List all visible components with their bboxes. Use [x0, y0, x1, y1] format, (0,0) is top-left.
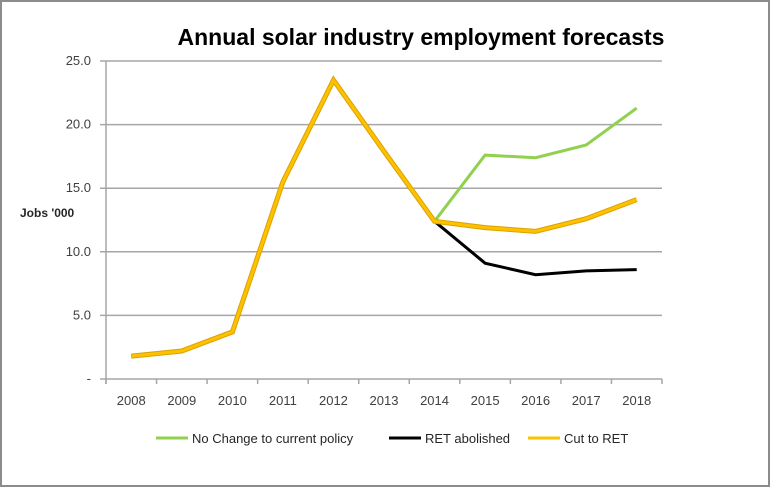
legend-item: RET abolished	[389, 431, 510, 446]
x-tick-label: 2017	[572, 393, 601, 408]
x-tick-label: 2013	[370, 393, 399, 408]
legend-item: Cut to RET	[528, 431, 628, 446]
y-tick-label: 5.0	[73, 307, 91, 322]
y-tick-label: 10.0	[66, 244, 91, 259]
series-lines	[131, 75, 638, 359]
legend: No Change to current policy RET abolished…	[156, 431, 628, 446]
series-cut-to-ret	[131, 75, 638, 359]
x-tick-label: 2014	[420, 393, 449, 408]
legend-label: No Change to current policy	[192, 431, 354, 446]
x-tick-label: 2011	[269, 393, 297, 408]
x-tick-label: 2010	[218, 393, 247, 408]
axes	[100, 61, 663, 384]
y-axis-label: Jobs '000	[20, 206, 75, 220]
legend-item: No Change to current policy	[156, 431, 354, 446]
y-tick-label: 25.0	[66, 53, 91, 68]
y-tick-labels: - 5.0 10.0 15.0 20.0 25.0	[66, 53, 91, 386]
x-tick-label: 2015	[471, 393, 500, 408]
legend-label: RET abolished	[425, 431, 510, 446]
x-tick-label: 2009	[167, 393, 196, 408]
x-tick-labels: 2008 2009 2010 2011 2012 2013 2014 2015 2016 2017…	[117, 393, 651, 408]
y-tick-label: 20.0	[66, 117, 91, 132]
series-line	[131, 77, 638, 358]
x-tick-label: 2016	[521, 393, 550, 408]
x-tick-label: 2018	[622, 393, 651, 408]
legend-label: Cut to RET	[564, 431, 628, 446]
gridlines	[100, 60, 662, 317]
y-tick-label: 15.0	[66, 180, 91, 195]
x-tick-label: 2012	[319, 393, 348, 408]
x-tick-label: 2008	[117, 393, 146, 408]
y-tick-label: -	[87, 371, 91, 386]
chart-title: Annual solar industry employment forecas…	[178, 24, 665, 50]
